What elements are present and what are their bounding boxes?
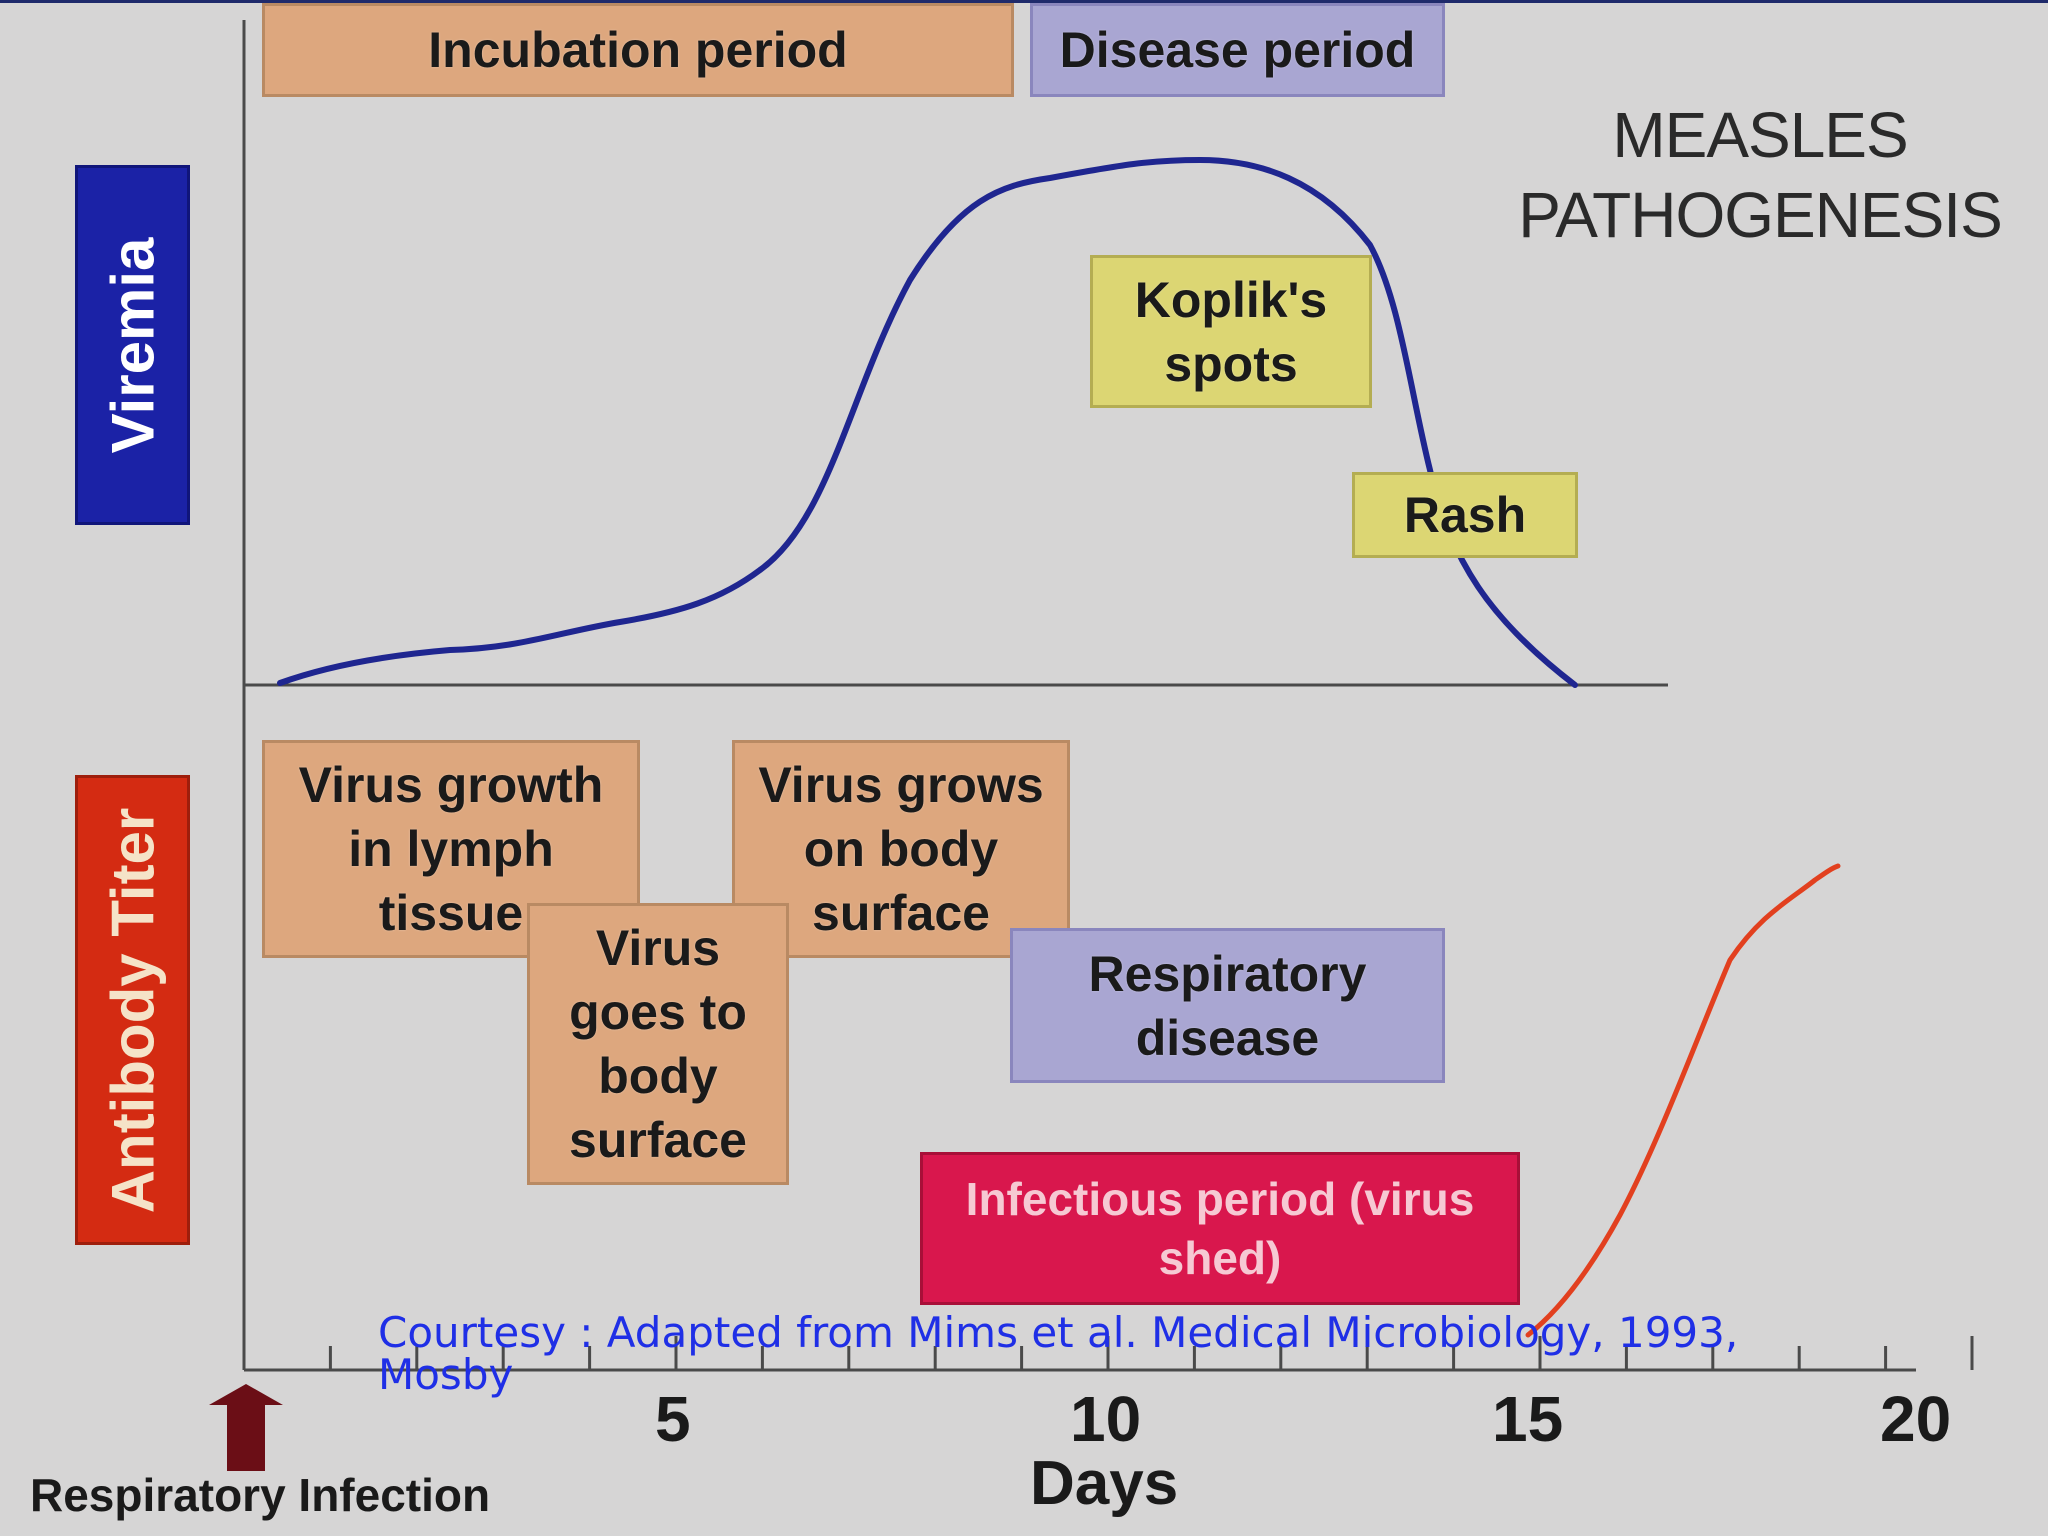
viremia-curve (277, 157, 1578, 688)
respiratory-infection-arrow (209, 1384, 283, 1471)
respiratory-disease-box: Respiratory disease (1010, 928, 1445, 1083)
antibody-titer-label: Antibody Titer (75, 775, 190, 1245)
virus-growth-lymph-box: Virus growth in lymph tissue (262, 740, 640, 958)
kopliks-spots-box: Koplik's spots (1090, 255, 1372, 408)
tick-label-15: 15 (1492, 1383, 1564, 1455)
x-axis-tick-marks (328, 1336, 1974, 1370)
viremia-label-text: Viremia (99, 237, 166, 453)
infectious-period-box: Infectious period (virus shed) (920, 1152, 1520, 1305)
virus-goes-to-surface-box: Virus goes to body surface (527, 903, 789, 1185)
rash-box: Rash (1352, 472, 1578, 558)
incubation-period-box: Incubation period (262, 3, 1014, 97)
tick-label-10: 10 (1070, 1383, 1142, 1455)
tick-label-5: 5 (655, 1383, 691, 1455)
courtesy-note: Courtesy : Adapted from Mims et al. Medi… (378, 1308, 1739, 1399)
viremia-label: Viremia (75, 165, 190, 525)
chart-title: MEASLES PATHOGENESIS (1518, 99, 2003, 251)
antibody-curve (1525, 863, 1841, 1338)
x-axis-label: Days (1030, 1449, 1179, 1518)
tick-label-20: 20 (1880, 1383, 1952, 1455)
antibody-titer-label-text: Antibody Titer (99, 807, 166, 1213)
respiratory-infection-label: Respiratory Infection (30, 1469, 491, 1521)
disease-period-box: Disease period (1030, 3, 1445, 97)
top-border (0, 0, 2048, 3)
